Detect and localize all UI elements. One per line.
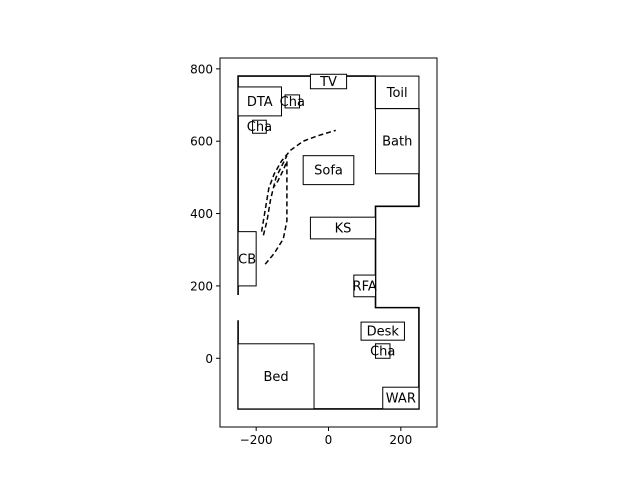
furniture-label: KS bbox=[335, 222, 352, 237]
furniture-box bbox=[375, 75, 420, 110]
axis-ticks: −200 0 200 0 200 400 600 800 bbox=[190, 62, 412, 447]
furniture-box bbox=[309, 73, 348, 90]
furniture-box bbox=[382, 386, 420, 410]
furniture-box bbox=[237, 231, 257, 287]
furniture-cha: Cha bbox=[370, 343, 395, 360]
furniture-tv: TV bbox=[309, 73, 348, 90]
furniture-box bbox=[237, 86, 282, 117]
furniture-cb: CB bbox=[237, 231, 257, 287]
furniture-rfa: RFA bbox=[353, 274, 377, 298]
x-tick-label: −200 bbox=[240, 433, 273, 447]
furniture-box bbox=[375, 108, 420, 175]
y-tick-label: 800 bbox=[190, 62, 213, 76]
furniture-label: WAR bbox=[386, 392, 416, 407]
furniture-label: Bath bbox=[382, 135, 412, 150]
trajectories bbox=[260, 129, 336, 265]
furniture-label: Cha bbox=[370, 345, 395, 360]
furniture-label: Cha bbox=[247, 120, 272, 135]
furniture-box bbox=[284, 94, 301, 109]
furniture-box bbox=[375, 343, 391, 359]
furniture-war: WAR bbox=[382, 386, 420, 410]
furniture-bed: Bed bbox=[237, 343, 315, 410]
furniture-boxes: TV Toil DTA Cha Cha Bath Sofa KS CB RFA Desk Cha Bed… bbox=[237, 73, 420, 410]
furniture-box bbox=[252, 119, 267, 134]
furniture-box bbox=[302, 155, 355, 186]
furniture-bath: Bath bbox=[375, 108, 420, 175]
furniture-label: RFA bbox=[353, 279, 377, 294]
furniture-box bbox=[353, 274, 377, 298]
y-tick-label: 200 bbox=[190, 279, 213, 293]
furniture-sofa: Sofa bbox=[302, 155, 355, 186]
x-tick-label: 200 bbox=[389, 433, 412, 447]
furniture-label: Sofa bbox=[314, 164, 343, 179]
furniture-label: TV bbox=[319, 75, 337, 90]
furniture-label: Toil bbox=[386, 86, 408, 101]
furniture-label: CB bbox=[238, 252, 256, 267]
furniture-box bbox=[360, 321, 405, 341]
y-tick-label: 400 bbox=[190, 207, 213, 221]
y-tick-label: 600 bbox=[190, 135, 213, 149]
trajectory-line bbox=[260, 129, 336, 232]
furniture-toil: Toil bbox=[375, 75, 420, 110]
furniture-box bbox=[309, 216, 377, 240]
furniture-box bbox=[237, 343, 315, 410]
furniture-label: Cha bbox=[280, 95, 305, 110]
furniture-label: Desk bbox=[367, 325, 400, 340]
furniture-label: DTA bbox=[247, 95, 273, 110]
furniture-ks: KS bbox=[309, 216, 377, 240]
trajectory-line bbox=[262, 155, 288, 236]
furniture-desk: Desk bbox=[360, 321, 405, 341]
furniture-cha: Cha bbox=[280, 94, 305, 110]
furniture-label: Bed bbox=[263, 370, 288, 385]
furniture-cha: Cha bbox=[247, 119, 272, 135]
x-tick-label: 0 bbox=[325, 433, 333, 447]
furniture-dta: DTA bbox=[237, 86, 282, 117]
y-tick-label: 0 bbox=[205, 352, 213, 366]
